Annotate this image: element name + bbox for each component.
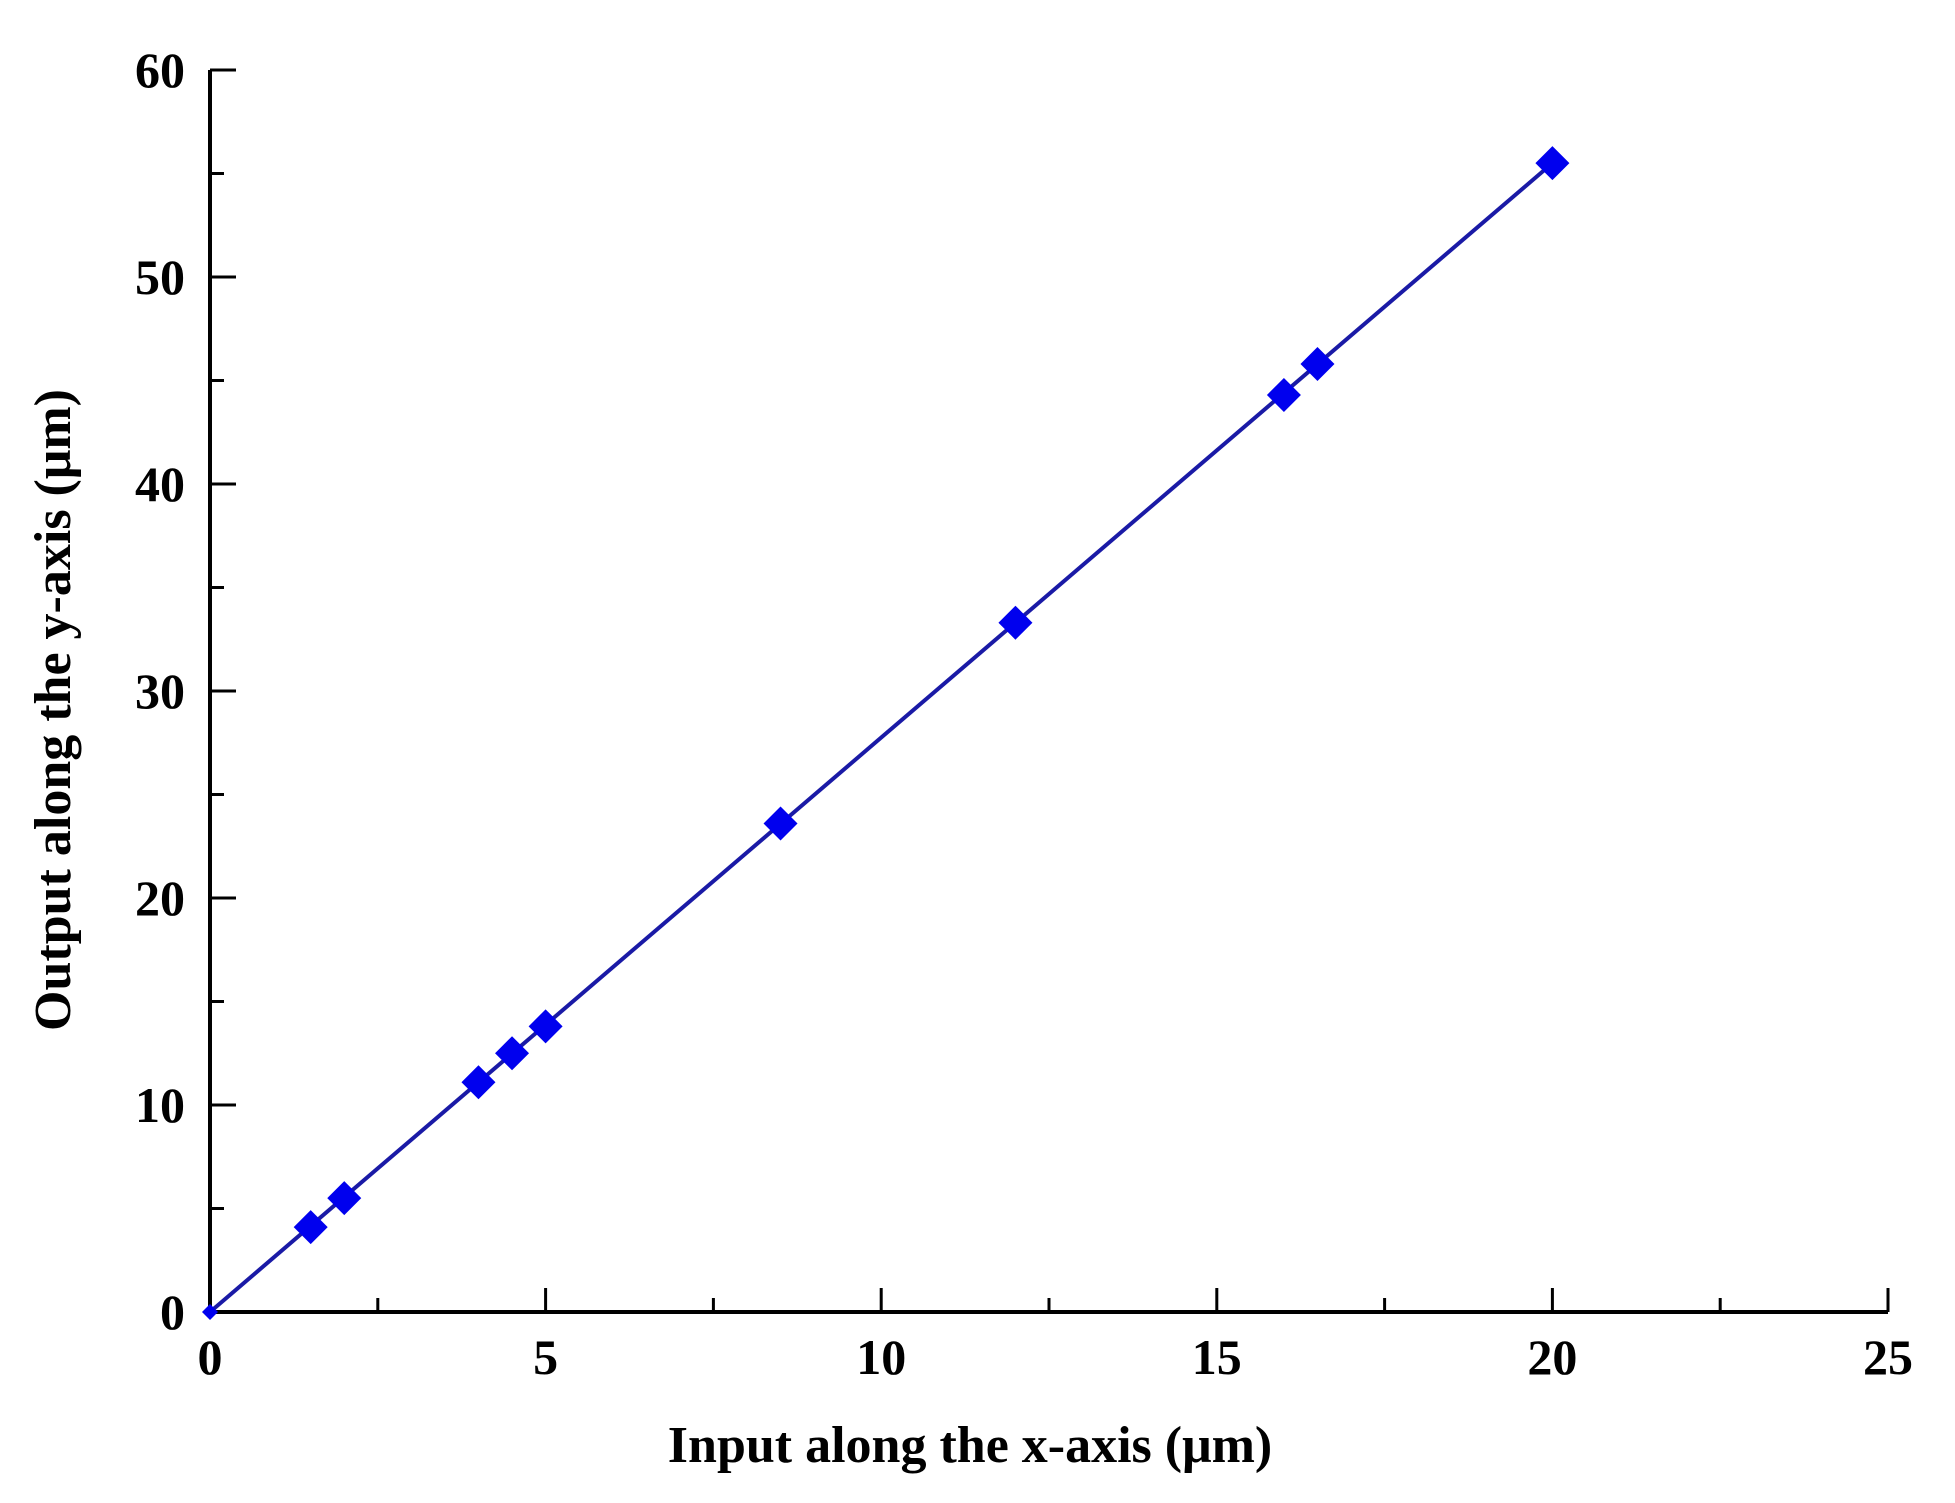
- data-point: [1266, 377, 1301, 412]
- data-point: [998, 605, 1033, 640]
- y-tick-label: 0: [160, 1284, 185, 1340]
- data-point: [1535, 146, 1570, 181]
- y-tick-label: 60: [135, 42, 185, 98]
- data-point: [293, 1210, 328, 1245]
- x-tick-label: 20: [1527, 1329, 1577, 1385]
- data-point: [202, 1304, 218, 1320]
- axes: 0 5 10 15 20 25 0 10 20 30 40 50 60: [135, 42, 1913, 1385]
- y-tick-label: 20: [135, 870, 185, 926]
- x-tick-label: 15: [1192, 1329, 1242, 1385]
- fit-line-group: [208, 161, 1554, 1314]
- y-axis-title: Output along the y-axis (μm): [25, 389, 82, 1031]
- x-axis-title: Input along the x-axis (μm): [668, 1417, 1272, 1474]
- x-tick-label: 5: [533, 1329, 558, 1385]
- data-point: [528, 1009, 563, 1044]
- x-tick-label: 0: [198, 1329, 223, 1385]
- data-point: [327, 1181, 362, 1216]
- y-tick-label: 40: [135, 456, 185, 512]
- data-point: [495, 1036, 530, 1071]
- y-tick-label: 10: [135, 1077, 185, 1133]
- data-point: [461, 1065, 496, 1100]
- y-tick-label: 30: [135, 663, 185, 719]
- x-tick-label: 25: [1863, 1329, 1913, 1385]
- fit-line: [208, 161, 1554, 1314]
- x-tick-label: 10: [856, 1329, 906, 1385]
- y-tick-label: 50: [135, 249, 185, 305]
- data-points: [202, 146, 1570, 1320]
- data-point: [1300, 346, 1335, 381]
- data-point: [763, 806, 798, 841]
